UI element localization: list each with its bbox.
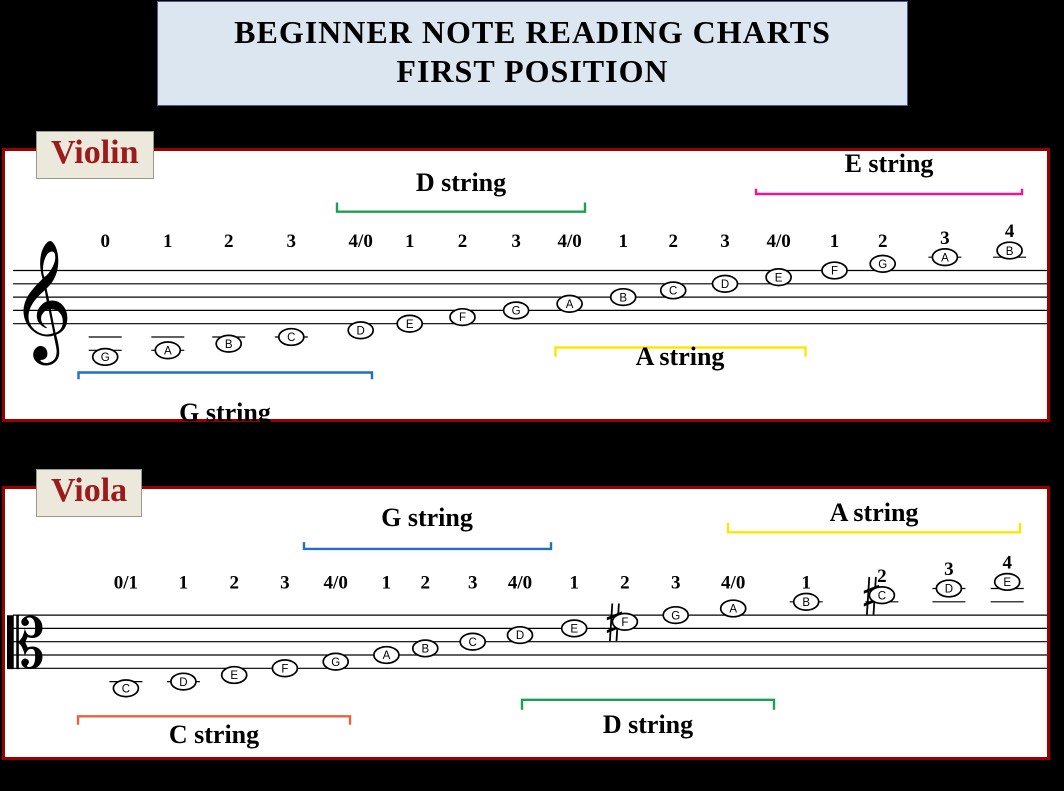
- svg-text:C: C: [122, 684, 130, 696]
- svg-text:3: 3: [720, 231, 730, 252]
- svg-text:D string: D string: [603, 710, 693, 739]
- svg-text:G: G: [101, 352, 110, 364]
- svg-text:𝄞: 𝄞: [11, 242, 72, 365]
- svg-text:E: E: [1003, 577, 1011, 589]
- svg-text:4: 4: [1002, 553, 1012, 574]
- svg-text:E string: E string: [845, 151, 934, 178]
- svg-text:G: G: [331, 657, 340, 669]
- svg-text:1: 1: [163, 231, 173, 252]
- svg-text:3: 3: [944, 559, 954, 580]
- svg-text:G: G: [671, 610, 680, 622]
- svg-text:3: 3: [940, 228, 950, 249]
- svg-text:E: E: [230, 670, 238, 682]
- svg-text:A: A: [941, 252, 949, 264]
- svg-text:D: D: [721, 279, 729, 291]
- svg-text:E: E: [406, 319, 414, 331]
- svg-text:4/0: 4/0: [324, 572, 348, 593]
- svg-text:F: F: [459, 312, 466, 324]
- svg-text:1: 1: [405, 231, 415, 252]
- svg-text:C: C: [287, 332, 295, 344]
- svg-text:2: 2: [421, 572, 431, 593]
- svg-text:A string: A string: [830, 498, 919, 527]
- svg-text:1: 1: [382, 572, 392, 593]
- svg-text:3: 3: [280, 572, 290, 593]
- svg-text:D: D: [179, 677, 187, 689]
- svg-text:4/0: 4/0: [349, 231, 373, 252]
- svg-text:1: 1: [618, 231, 628, 252]
- svg-text:C: C: [878, 590, 886, 602]
- svg-text:F: F: [281, 664, 288, 676]
- svg-text:D: D: [357, 326, 365, 338]
- svg-text:D: D: [945, 584, 953, 596]
- svg-text:1: 1: [569, 572, 579, 593]
- svg-text:3: 3: [287, 231, 297, 252]
- svg-text:A: A: [566, 299, 574, 311]
- svg-text:4/0: 4/0: [557, 231, 581, 252]
- svg-text:C: C: [469, 637, 477, 649]
- svg-text:B: B: [225, 339, 233, 351]
- svg-text:3: 3: [671, 572, 681, 593]
- svg-text:1: 1: [179, 572, 189, 593]
- svg-text:F: F: [831, 266, 838, 278]
- svg-text:2: 2: [878, 231, 888, 252]
- svg-text:3: 3: [468, 572, 478, 593]
- svg-text:1: 1: [830, 231, 840, 252]
- svg-text:B: B: [421, 644, 429, 656]
- svg-text:D string: D string: [416, 168, 506, 197]
- svg-text:4/0: 4/0: [721, 572, 745, 593]
- svg-text:D: D: [516, 630, 524, 642]
- svg-text:E: E: [570, 624, 578, 636]
- svg-text:B: B: [1006, 246, 1014, 258]
- svg-text:A: A: [729, 604, 737, 616]
- svg-text:A: A: [383, 650, 391, 662]
- svg-text:G string: G string: [179, 398, 271, 425]
- svg-text:4: 4: [1005, 221, 1015, 242]
- svg-text:𝄡: 𝄡: [7, 606, 45, 682]
- svg-text:2: 2: [229, 572, 239, 593]
- svg-text:B: B: [619, 292, 627, 304]
- svg-text:G string: G string: [381, 503, 473, 532]
- svg-text:2: 2: [620, 572, 630, 593]
- svg-text:C string: C string: [169, 720, 259, 749]
- svg-text:A: A: [164, 346, 172, 358]
- svg-text:0: 0: [100, 231, 110, 252]
- svg-text:A string: A string: [636, 342, 725, 371]
- svg-text:G: G: [878, 259, 887, 271]
- svg-text:4/0: 4/0: [508, 572, 532, 593]
- svg-text:G: G: [512, 306, 521, 318]
- svg-text:3: 3: [511, 231, 521, 252]
- svg-text:2: 2: [458, 231, 468, 252]
- svg-text:2: 2: [877, 566, 887, 587]
- svg-text:E: E: [775, 272, 783, 284]
- svg-text:2: 2: [224, 231, 234, 252]
- svg-text:C: C: [669, 286, 677, 298]
- svg-text:F: F: [621, 617, 628, 629]
- svg-text:B: B: [802, 597, 810, 609]
- svg-text:1: 1: [801, 572, 811, 593]
- svg-text:4/0: 4/0: [766, 231, 790, 252]
- svg-text:2: 2: [668, 231, 678, 252]
- svg-text:0/1: 0/1: [114, 572, 138, 593]
